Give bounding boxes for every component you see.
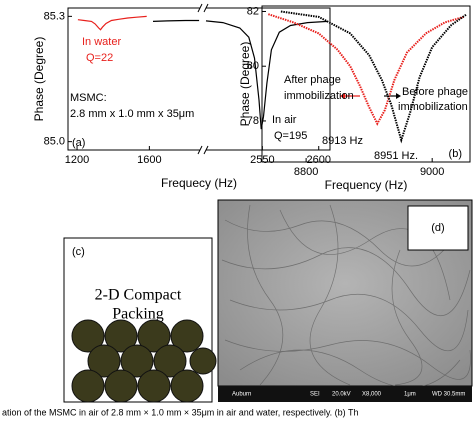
annotation: MSMC: (70, 92, 107, 104)
y-axis-label: Phase (Degree) (238, 42, 252, 127)
sem-info-text: 1μm (404, 392, 416, 398)
x-axis-label: Frequecy (Hz) (161, 176, 237, 190)
annotation: immobilization (398, 101, 468, 113)
annotation: immobilization (284, 90, 354, 102)
caption: ation of the MSMC in air of 2.8 mm × 1.0… (2, 407, 359, 417)
annotation: 8913 Hz (322, 135, 363, 147)
series-line (280, 10, 468, 144)
packing-title: 2-D Compact (95, 287, 182, 304)
packing-title: Packing (112, 306, 164, 323)
sem-info-text: Auburn (232, 392, 251, 398)
annotation: 2.8 mm x 1.0 mm x 35μm (70, 108, 194, 120)
plot-frame (67, 7, 331, 151)
x-tick-label: 1200 (65, 154, 89, 166)
plot-frame (261, 5, 471, 163)
sem-info: Auburn SEI 20.0kV X8,000 1μm WD 30.5mm (232, 392, 465, 398)
axis-break (200, 147, 206, 153)
axis-break-mark (203, 3, 209, 13)
arrow-head (340, 93, 345, 99)
sem-info-bar (218, 386, 472, 402)
sem-info-text: WD 30.5mm (432, 392, 465, 398)
x-tick-label: 2600 (306, 154, 330, 166)
panel-d: (d) Auburn SEI 20.0kV X8,000 1μm WD 30.5… (217, 199, 473, 402)
annotation: In air (272, 114, 297, 126)
annotation: Q=22 (86, 52, 113, 64)
packed-circles (71, 319, 217, 403)
axis-break (200, 5, 206, 11)
sem-info-text: X8,000 (362, 392, 382, 398)
annotation: Q=195 (274, 130, 307, 142)
y-tick-label: 82 (247, 5, 259, 17)
panel-d-label: (d) (431, 222, 444, 234)
annotation: 8951 Hz. (374, 150, 418, 162)
annotation: After phage (284, 74, 341, 86)
panel-d-label-box (407, 205, 469, 251)
y-tick-label: 85.3 (44, 10, 65, 22)
panel-label: (a) (72, 137, 85, 149)
series-line (77, 15, 147, 31)
sem-info-text: SEI (310, 392, 320, 398)
series-line (267, 13, 464, 126)
y-tick-label: 80 (247, 60, 259, 72)
axis-break-mark (197, 145, 203, 155)
x-tick-label: 1600 (137, 154, 161, 166)
arrow-head (396, 93, 401, 99)
panel-c: (c) 2-D Compact Packing (63, 237, 217, 403)
y-tick-label: 78 (247, 115, 259, 127)
annotation: Before phage (402, 86, 468, 98)
panel-label: (b) (449, 148, 462, 160)
x-tick-label: 8800 (294, 166, 318, 178)
y-axis-label: Phase (Degree) (32, 37, 46, 122)
x-axis-label: Frequency (Hz) (325, 178, 408, 192)
sem-texture (221, 204, 471, 389)
x-tick-label: 9000 (420, 166, 444, 178)
sem-info-text: 20.0kV (332, 392, 351, 398)
axis-break-mark (203, 145, 209, 155)
axis-break-mark (197, 3, 203, 13)
annotation: In water (82, 36, 121, 48)
panel-c-label: (c) (72, 246, 85, 258)
y-tick-label: 85.0 (44, 136, 65, 148)
